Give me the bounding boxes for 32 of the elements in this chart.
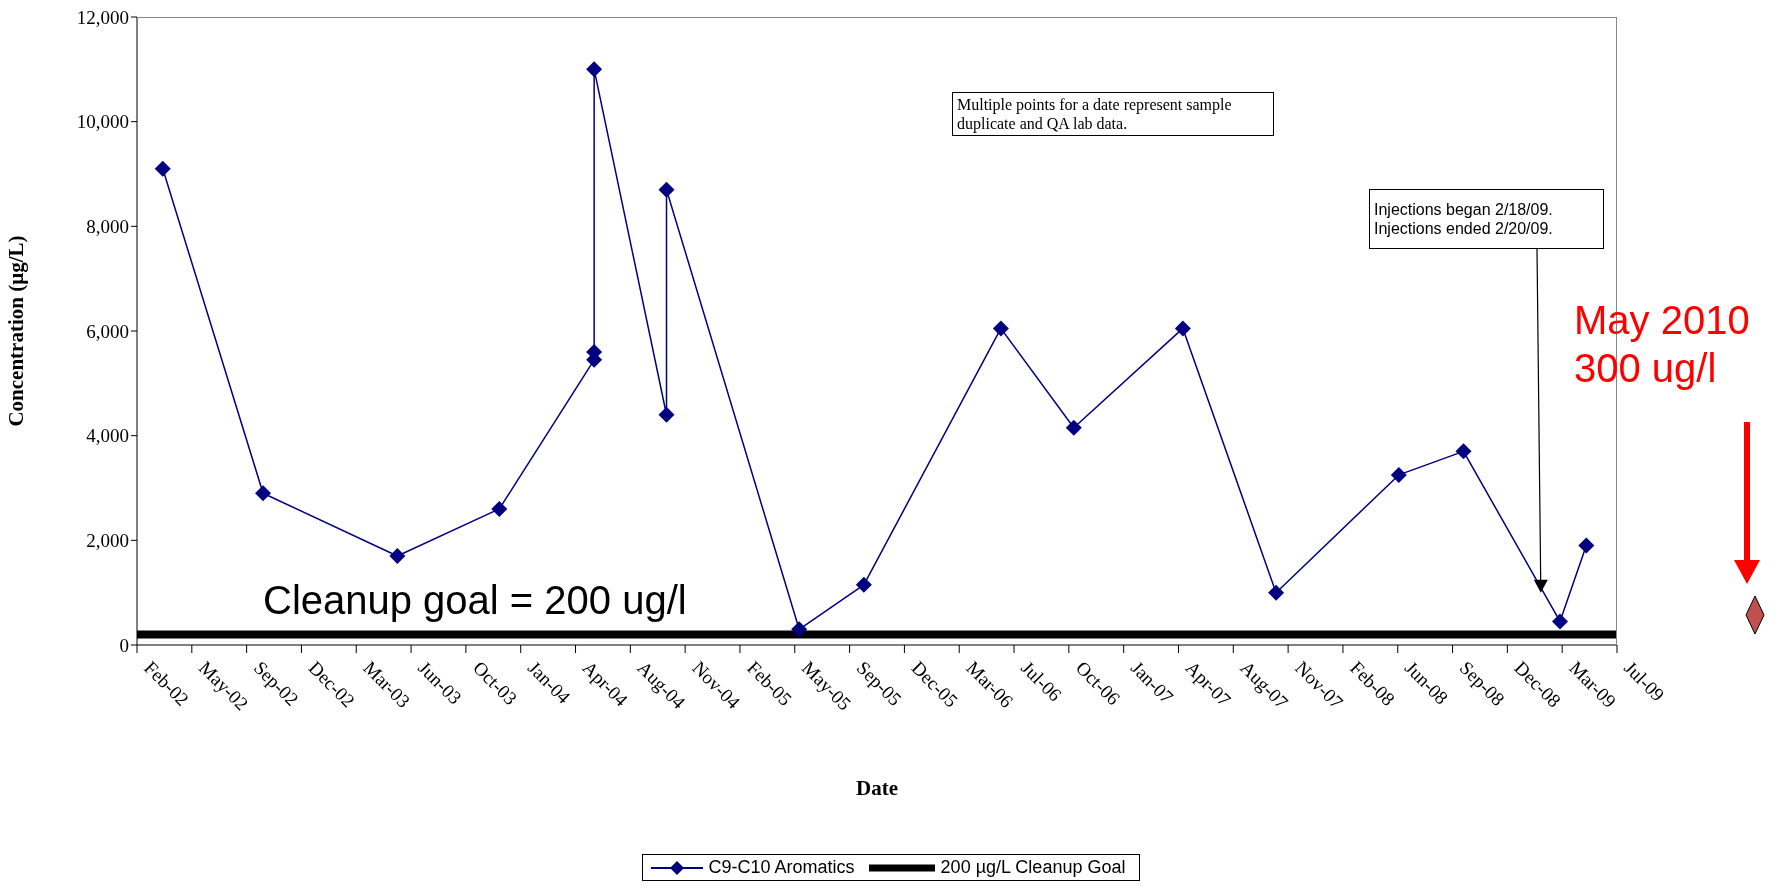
y-tick-label: 8,000 [86, 216, 129, 238]
annotation: Cleanup goal = 200 ug/l [263, 577, 688, 624]
point [154, 160, 171, 177]
y-tick-label: 4,000 [86, 425, 129, 447]
point [255, 485, 272, 502]
legend-label: 200 µg/L Cleanup Goal [940, 857, 1126, 878]
point [1390, 466, 1407, 483]
point [855, 576, 872, 593]
point [1455, 443, 1472, 460]
point [1551, 613, 1568, 630]
point [389, 548, 406, 565]
point [791, 621, 808, 638]
point [586, 61, 603, 78]
point [1174, 320, 1191, 337]
point [491, 500, 508, 517]
annotation: May 2010 300 ug/l [1574, 297, 1751, 392]
point [1065, 419, 1082, 436]
point [1268, 584, 1285, 601]
y-tick-label: 6,000 [86, 320, 129, 342]
y-tick-label: 2,000 [86, 530, 129, 552]
point [992, 320, 1009, 337]
y-tick-label: 10,000 [76, 111, 129, 133]
point [658, 181, 675, 198]
annotation: Multiple points for a date represent sample duplicate and QA lab data. [952, 92, 1274, 137]
point [658, 406, 675, 423]
legend-label: C9-C10 Aromatics [708, 857, 855, 878]
annotation: Injections began 2/18/09. Injections ended 2/20/09. [1369, 189, 1604, 249]
x-axis-title: Date [856, 776, 898, 800]
point [1578, 537, 1595, 554]
y-tick-label: 0 [119, 634, 129, 656]
y-tick-label: 12,000 [76, 6, 129, 28]
y-axis-title: Concentration (µg/L) [4, 235, 29, 427]
